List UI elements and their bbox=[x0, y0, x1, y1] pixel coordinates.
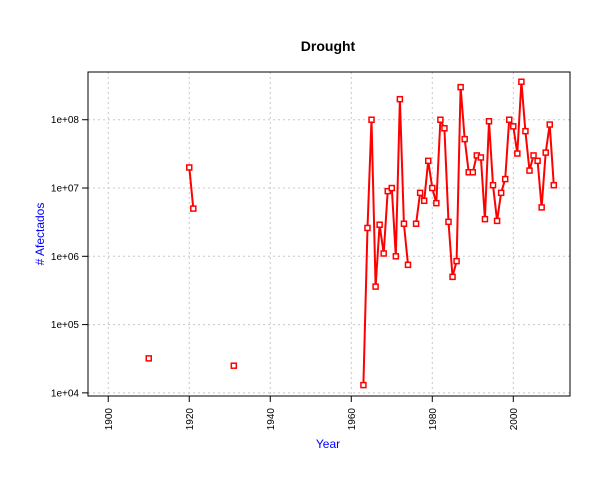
data-point bbox=[501, 175, 509, 183]
data-point bbox=[416, 189, 424, 197]
data-point bbox=[433, 199, 440, 207]
data-point bbox=[449, 273, 456, 281]
data-point bbox=[497, 189, 505, 197]
data-point bbox=[481, 215, 489, 223]
y-tick-label: 1e+04 bbox=[51, 388, 80, 399]
data-point bbox=[424, 157, 432, 165]
y-tick-label: 1e+06 bbox=[51, 252, 80, 263]
data-point bbox=[461, 135, 468, 143]
data-point bbox=[190, 205, 197, 212]
x-tick-label: 1900 bbox=[104, 408, 115, 431]
series-line bbox=[362, 98, 409, 386]
series-line bbox=[415, 80, 555, 278]
data-point bbox=[550, 181, 558, 189]
data-point bbox=[396, 95, 404, 103]
data-point bbox=[404, 261, 412, 269]
data-point bbox=[526, 167, 533, 174]
data-point bbox=[364, 224, 371, 232]
data-point bbox=[477, 154, 485, 161]
data-point bbox=[514, 150, 521, 157]
data-point bbox=[412, 220, 420, 227]
plot-frame bbox=[87, 71, 571, 397]
y-tick-label: 1e+05 bbox=[51, 320, 80, 331]
data-point bbox=[441, 125, 448, 132]
x-tick-label: 1960 bbox=[347, 408, 358, 431]
y-axis-label: # Afectados bbox=[33, 203, 47, 266]
data-point bbox=[420, 197, 428, 205]
data-point bbox=[469, 169, 477, 176]
data-point bbox=[372, 283, 379, 290]
data-point bbox=[546, 121, 553, 128]
data-point bbox=[400, 220, 408, 227]
data-point bbox=[388, 184, 396, 192]
data-point bbox=[368, 116, 375, 123]
x-axis-label: Year bbox=[316, 437, 340, 451]
data-point bbox=[530, 152, 537, 159]
y-axis: 1e+04 1e+05 1e+06 1e+07 1e+08 bbox=[51, 115, 89, 399]
data-point bbox=[489, 181, 497, 189]
data-point bbox=[457, 83, 464, 91]
data-point bbox=[522, 127, 529, 135]
data-point bbox=[510, 123, 517, 130]
y-tick-label: 1e+07 bbox=[51, 184, 80, 195]
data-point bbox=[453, 257, 460, 265]
data-point bbox=[380, 250, 387, 257]
data-point bbox=[542, 149, 549, 156]
x-tick-label: 1980 bbox=[428, 408, 439, 431]
y-tick-label: 1e+08 bbox=[51, 115, 80, 126]
x-tick-label: 2000 bbox=[509, 408, 520, 431]
data-points bbox=[145, 78, 558, 389]
data-point bbox=[445, 218, 452, 226]
data-point bbox=[429, 184, 436, 192]
data-point bbox=[437, 116, 444, 123]
data-point bbox=[534, 157, 541, 165]
data-series bbox=[188, 80, 555, 386]
data-point bbox=[230, 362, 238, 369]
x-tick-label: 1920 bbox=[185, 408, 196, 431]
chart-title: Drought bbox=[301, 38, 356, 54]
x-tick-label: 1940 bbox=[266, 408, 277, 431]
data-point bbox=[485, 118, 493, 125]
data-point bbox=[538, 204, 545, 211]
data-point bbox=[145, 355, 153, 362]
data-point bbox=[186, 164, 193, 171]
data-point bbox=[493, 217, 501, 225]
data-point bbox=[392, 253, 400, 260]
data-point bbox=[376, 221, 383, 228]
series-line bbox=[188, 167, 195, 209]
gridlines bbox=[88, 72, 570, 396]
data-point bbox=[505, 116, 513, 123]
data-point bbox=[518, 78, 525, 85]
data-point bbox=[360, 381, 367, 389]
x-axis: 1900 1920 1940 1960 1980 2000 bbox=[104, 395, 520, 431]
